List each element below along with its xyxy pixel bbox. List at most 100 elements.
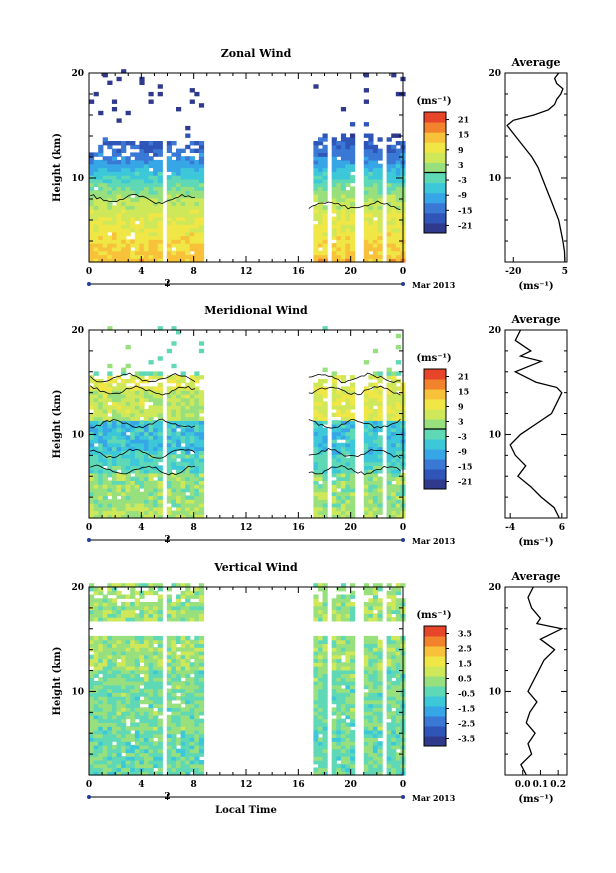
heatmap-cell bbox=[340, 662, 347, 667]
heatmap-cell bbox=[130, 224, 136, 229]
heatmap-cell bbox=[185, 737, 191, 742]
heatmap-cell bbox=[189, 688, 195, 693]
heatmap-cell bbox=[116, 171, 122, 176]
heatmap-cell bbox=[153, 673, 159, 678]
heatmap-cell bbox=[166, 744, 172, 750]
heatmap-cell bbox=[157, 405, 163, 410]
heatmap-cell bbox=[350, 737, 356, 742]
heatmap-cell bbox=[340, 159, 347, 165]
heatmap-cell bbox=[189, 156, 195, 161]
heatmap-cell bbox=[102, 756, 108, 761]
heatmap-cell bbox=[157, 635, 163, 641]
heatmap-cell bbox=[143, 677, 150, 682]
heatmap-cell bbox=[180, 688, 186, 693]
heatmap-cell bbox=[125, 216, 131, 221]
heatmap-cell bbox=[102, 491, 108, 497]
heatmap-cell bbox=[194, 243, 200, 248]
heatmap-cell bbox=[130, 658, 136, 663]
heatmap-cell bbox=[176, 506, 182, 512]
heatmap-cell bbox=[318, 748, 324, 754]
heatmap-cell bbox=[391, 662, 397, 667]
heatmap-cell bbox=[331, 726, 337, 731]
heatmap-cell bbox=[386, 763, 392, 769]
heatmap-cell bbox=[391, 484, 397, 489]
heatmap-cell bbox=[345, 480, 351, 485]
heatmap-cell bbox=[331, 639, 337, 644]
heatmap-cell bbox=[134, 726, 140, 731]
heatmap-cell bbox=[148, 235, 154, 240]
heatmap-cell bbox=[130, 714, 136, 720]
heatmap-cell bbox=[391, 590, 397, 596]
heatmap-cell bbox=[98, 212, 104, 218]
heatmap-cell bbox=[107, 756, 113, 761]
heatmap-cell bbox=[372, 231, 379, 237]
heatmap-cell bbox=[176, 330, 182, 335]
heatmap-cell bbox=[313, 741, 319, 746]
heatmap-cell bbox=[130, 405, 136, 410]
heatmap-cell bbox=[89, 658, 95, 663]
heatmap-cell bbox=[166, 654, 172, 660]
heatmap-cell bbox=[130, 220, 136, 225]
heatmap-cell bbox=[368, 752, 374, 757]
heatmap-cell bbox=[157, 711, 163, 716]
heatmap-cell bbox=[121, 643, 127, 648]
heatmap-cell bbox=[98, 677, 104, 682]
heatmap-cell bbox=[395, 190, 401, 195]
heatmap-cell bbox=[166, 461, 172, 466]
heatmap-cell bbox=[391, 386, 397, 391]
y-axis-label: Height (km) bbox=[52, 647, 63, 716]
heatmap-cell bbox=[166, 587, 172, 592]
heatmap-cell bbox=[116, 737, 122, 742]
heatmap-cell bbox=[116, 583, 122, 588]
heatmap-cell bbox=[107, 763, 113, 769]
heatmap-cell bbox=[350, 510, 356, 515]
heatmap-cell bbox=[107, 175, 113, 180]
heatmap-cell bbox=[157, 465, 163, 470]
heatmap-cell bbox=[350, 487, 356, 493]
heatmap-cell bbox=[107, 666, 113, 671]
heatmap-cell bbox=[171, 171, 177, 176]
heatmap-cell bbox=[350, 167, 356, 172]
heatmap-cell bbox=[189, 480, 195, 485]
heatmap-cell bbox=[368, 416, 374, 421]
heatmap-cell bbox=[153, 258, 159, 263]
heatmap-cell bbox=[194, 442, 200, 448]
heatmap-cell bbox=[166, 703, 172, 708]
colorbar-units: (ms⁻¹) bbox=[416, 96, 451, 107]
heatmap-cell bbox=[107, 194, 113, 199]
heatmap-cell bbox=[318, 681, 324, 686]
heatmap-cell bbox=[318, 718, 324, 723]
heatmap-cell bbox=[134, 235, 140, 240]
heatmap-cell bbox=[116, 510, 122, 515]
heatmap-cell bbox=[185, 212, 191, 218]
heatmap-cell bbox=[89, 703, 95, 708]
zero-contour bbox=[308, 385, 401, 396]
heatmap-cell bbox=[372, 666, 379, 671]
heatmap-cell bbox=[386, 254, 392, 259]
colorbar-swatch bbox=[424, 429, 446, 440]
heatmap-cell bbox=[386, 427, 392, 433]
heatmap-cell bbox=[139, 175, 145, 180]
heatmap-cell bbox=[322, 465, 328, 470]
heatmap-cell bbox=[386, 144, 392, 150]
heatmap-cell bbox=[111, 696, 118, 701]
heatmap-cell bbox=[93, 635, 99, 641]
heatmap-cell bbox=[125, 763, 131, 769]
y-axis-label: Height (km) bbox=[52, 133, 63, 202]
heatmap-cell bbox=[377, 495, 383, 500]
heatmap-cell bbox=[111, 714, 118, 720]
heatmap-cell bbox=[102, 643, 108, 648]
heatmap-cell bbox=[102, 397, 108, 403]
heatmap-cell bbox=[121, 254, 127, 259]
heatmap-cell bbox=[322, 699, 328, 705]
heatmap-cell bbox=[166, 718, 172, 723]
heatmap-cell bbox=[134, 510, 140, 515]
heatmap-cell bbox=[134, 427, 140, 433]
heatmap-cell bbox=[368, 590, 374, 596]
heatmap-cell bbox=[350, 393, 356, 399]
heatmap-cell bbox=[363, 748, 369, 754]
heatmap-cell bbox=[322, 212, 328, 218]
heatmap-cell bbox=[111, 480, 118, 485]
heatmap-cell bbox=[363, 228, 369, 233]
